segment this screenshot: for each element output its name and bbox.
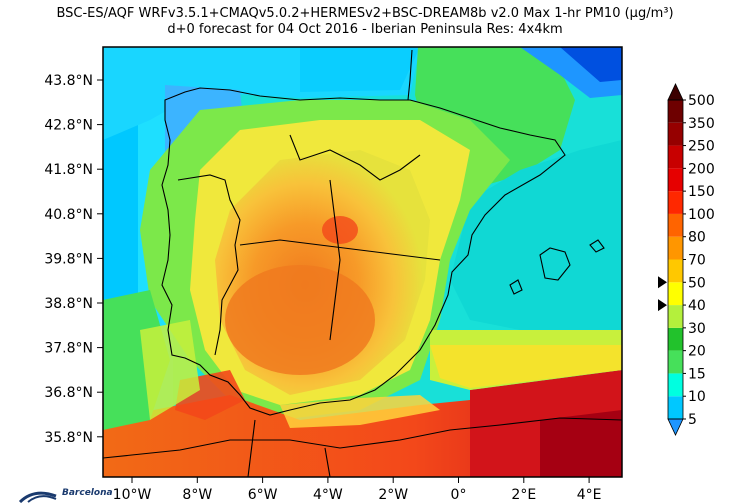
lon-label: 2°W [378,487,408,503]
colorbar-segment [668,305,683,328]
logo-text: Barcelona [62,488,113,498]
lon-label: 8°W [182,487,212,503]
map-frame [102,46,623,478]
colorbar-segment [668,213,683,237]
colorbar-segment [668,259,683,283]
colorbar [667,83,684,436]
colorbar-segment [668,373,683,397]
lon-label: 4°E [577,487,602,503]
lon-label: 0° [451,487,467,503]
pm10-concentration-field [103,47,622,477]
colorbar-label: 150 [688,184,715,200]
lon-label: 4°W [313,487,343,503]
barcelona-logo-icon [18,491,57,503]
coastline-and-borders [103,49,622,477]
colorbar-markers [658,276,667,312]
colorbar-marker-icon [658,299,667,312]
map-title: BSC-ES/AQF WRFv3.5.1+CMAQv5.0.2+HERMESv2… [56,6,674,21]
colorbar-segment [668,145,683,169]
map-subtitle: d+0 forecast for 04 Oct 2016 - Iberian P… [167,22,563,37]
lon-label: 10°W [113,487,152,503]
latitude-labels: 43.8°N 42.8°N 41.8°N 40.8°N 39.8°N 38.8°N 37.8… [44,73,103,446]
colorbar-max-triangle [667,83,684,101]
colorbar-label: 5 [688,412,697,428]
colorbar-label: 20 [688,344,706,360]
colorbar-label: 80 [688,230,706,246]
colorbar-segment [668,282,683,306]
colorbar-labels: 5 10 15 20 30 40 50 70 80 100 150 200 250 350 500 [683,93,715,428]
colorbar-segment [668,350,683,374]
lat-label: 37.8°N [44,341,93,357]
colorbar-label: 200 [688,161,715,177]
colorbar-label: 350 [688,116,715,132]
colorbar-segment [668,327,683,351]
lat-label: 42.8°N [44,118,93,134]
colorbar-marker-icon [658,276,667,289]
colorbar-min-triangle [667,418,684,436]
colorbar-label: 10 [688,389,706,405]
lat-label: 41.8°N [44,162,93,178]
colorbar-label: 40 [688,298,706,314]
colorbar-label: 70 [688,253,706,269]
lat-label: 38.8°N [44,296,93,312]
colorbar-label: 50 [688,275,706,291]
lon-label: 6°W [248,487,278,503]
colorbar-segment [668,396,683,419]
colorbar-label: 30 [688,321,706,337]
lat-label: 35.8°N [44,430,93,446]
lat-label: 40.8°N [44,207,93,223]
colorbar-segment [668,191,683,214]
colorbar-segment [668,168,683,192]
longitude-labels: 10°W 8°W 6°W 4°W 2°W 0° 2°E 4°E [113,477,602,503]
lat-label: 39.8°N [44,251,93,267]
colorbar-label: 250 [688,139,715,155]
colorbar-label: 100 [688,207,715,223]
colorbar-label: 15 [688,366,706,382]
lat-label: 36.8°N [44,385,93,401]
colorbar-segment [668,100,683,123]
colorbar-label: 500 [688,93,715,109]
colorbar-segment [668,122,683,146]
lat-label: 43.8°N [44,73,93,89]
lon-label: 2°E [511,487,536,503]
colorbar-segment [668,236,683,260]
